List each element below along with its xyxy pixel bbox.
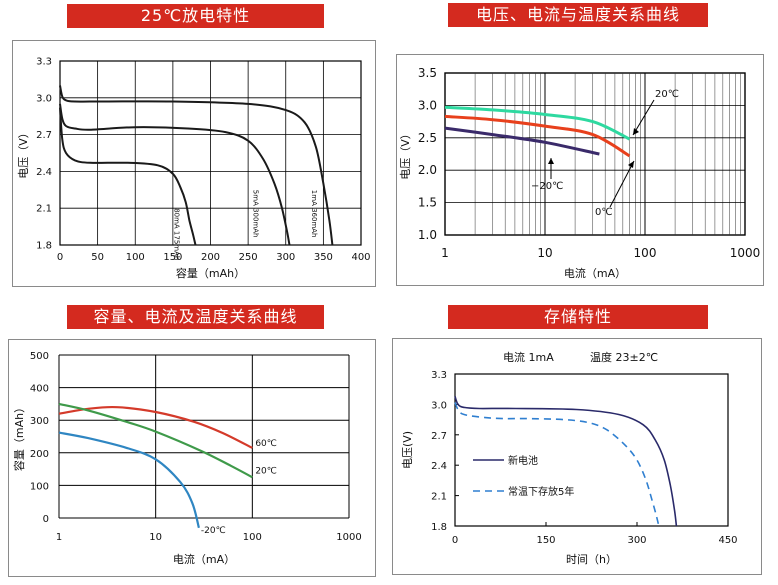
x-tick-label: 100 <box>126 252 145 263</box>
subtitle-temp: 温度 23±2℃ <box>590 350 658 364</box>
series-line <box>58 431 200 529</box>
y-tick-label: 3.5 <box>418 66 437 80</box>
annotation-arrow <box>609 160 635 208</box>
chart1-panel: 0 50 100 150 200 250 300 350 400 3.3 3.0 2.7 2.4 2.1 1… <box>12 40 376 287</box>
series-line <box>59 103 291 246</box>
series-line <box>454 402 660 527</box>
y-tick-label: 2.1 <box>431 492 447 503</box>
chart1-svg: 0 50 100 150 200 250 300 350 400 3.3 3.0 2.7 2.4 2.1 1… <box>17 57 371 281</box>
y-tick-label: 2.4 <box>431 461 447 472</box>
y-tick-label: 0 <box>43 514 49 525</box>
y-tick-label: 1.0 <box>418 228 437 242</box>
x-axis-label: 容量（mAh） <box>176 266 245 280</box>
y-tick-label: 3.0 <box>431 400 447 411</box>
x-tick-label: 350 <box>314 252 333 263</box>
chart2-svg: 1 10 100 1000 3.5 3.0 2.5 2.0 1.5 1.0 20℃ 0℃ −20℃ 电流（… <box>399 66 761 280</box>
x-tick-label: 100 <box>243 532 262 543</box>
arrow-head <box>633 128 639 135</box>
y-tick-label: 1.8 <box>36 241 52 252</box>
y-tick-label: 3.0 <box>36 93 52 104</box>
x-tick-label: 150 <box>163 252 182 263</box>
x-tick-label: 100 <box>634 246 657 260</box>
legend-label: 常温下存放5年 <box>508 485 574 498</box>
y-tick-label: 2.7 <box>36 130 52 141</box>
annotation-m20c: −20℃ <box>531 181 563 192</box>
x-tick-label: 250 <box>239 252 258 263</box>
x-tick-label: 1 <box>56 532 62 543</box>
x-tick-label: 50 <box>91 252 104 263</box>
y-tick-label: 500 <box>30 351 49 362</box>
y-tick-label: 2.4 <box>36 167 52 178</box>
series-line <box>454 396 678 527</box>
annotation-20c: 20℃ <box>655 89 679 100</box>
x-tick-label: 10 <box>149 532 162 543</box>
subtitle-current: 电流 1mA <box>503 350 554 364</box>
series-line <box>444 105 631 141</box>
series-line <box>59 107 197 246</box>
y-tick-label: 2.1 <box>36 204 52 215</box>
annotation-0c: 0℃ <box>595 207 613 218</box>
series-label: 5mA 300mAh <box>251 190 259 238</box>
chart2-panel: 1 10 100 1000 3.5 3.0 2.5 2.0 1.5 1.0 20℃ 0℃ −20℃ 电流（… <box>396 54 764 286</box>
y-tick-label: 2.0 <box>418 163 437 177</box>
plot-frame <box>454 373 729 527</box>
annotation-60c: 60℃ <box>255 439 277 449</box>
y-tick-label: 3.3 <box>431 370 447 381</box>
x-tick-label: 0 <box>57 252 63 263</box>
chart2-title: 电压、电流与温度关系曲线 <box>448 3 708 27</box>
y-tick-label: 3.3 <box>36 57 52 68</box>
x-tick-label: 1 <box>441 246 449 260</box>
series-line <box>58 402 253 479</box>
series-line <box>444 114 631 158</box>
y-axis-label: 电压（V） <box>17 127 30 179</box>
annotation-m20c: -20℃ <box>201 526 226 536</box>
arrow-head <box>628 161 634 168</box>
x-tick-label: 300 <box>276 252 295 263</box>
y-tick-label: 1.8 <box>431 522 447 533</box>
annotation-arrow <box>632 99 655 136</box>
chart3-title: 容量、电流及温度关系曲线 <box>67 305 324 329</box>
x-tick-label: 300 <box>627 535 646 546</box>
y-tick-label: 400 <box>30 384 49 395</box>
x-axis-label: 电流（mA） <box>173 552 235 566</box>
series-line <box>59 85 334 246</box>
x-axis-label: 时间（h） <box>566 553 617 566</box>
y-tick-label: 3.0 <box>418 98 437 112</box>
y-tick-label: 2.7 <box>431 431 447 442</box>
y-tick-label: 1.5 <box>418 196 437 210</box>
y-axis-label: 电压（V） <box>399 128 412 180</box>
y-tick-label: 2.5 <box>418 131 437 145</box>
chart4-title: 存储特性 <box>448 305 708 329</box>
arrow-head <box>548 158 554 164</box>
y-tick-label: 300 <box>30 416 49 427</box>
y-axis-label: 容量（mAh） <box>12 402 26 471</box>
series-label: 80mA 175mAh <box>172 208 180 260</box>
x-tick-label: 400 <box>351 252 370 263</box>
y-axis-label: 电压(V) <box>401 431 414 469</box>
x-tick-label: 150 <box>536 535 555 546</box>
x-axis-label: 电流（mA） <box>564 266 626 280</box>
series-line <box>444 126 600 156</box>
x-tick-label: 0 <box>452 535 458 546</box>
y-tick-label: 200 <box>30 449 49 460</box>
x-tick-label: 450 <box>718 535 737 546</box>
y-tick-label: 100 <box>30 481 49 492</box>
series-line <box>58 405 253 449</box>
chart1-title: 25℃放电特性 <box>67 4 324 28</box>
legend-label: 新电池 <box>508 454 538 467</box>
x-tick-label: 1000 <box>730 246 761 260</box>
series-label: 1mA 360mAh <box>310 190 318 238</box>
x-tick-label: 10 <box>537 246 552 260</box>
chart4-panel: 3.3 3.0 2.7 2.4 2.1 1.8 0 150 300 450 新电池常温下存放5年 电流… <box>392 338 762 575</box>
chart3-panel: 500 400 300 200 100 0 1 10 100 1000 60℃ 20℃ -20℃ 电流（m… <box>8 339 376 577</box>
x-tick-label: 200 <box>201 252 220 263</box>
x-tick-label: 1000 <box>336 532 361 543</box>
annotation-20c: 20℃ <box>255 466 277 476</box>
